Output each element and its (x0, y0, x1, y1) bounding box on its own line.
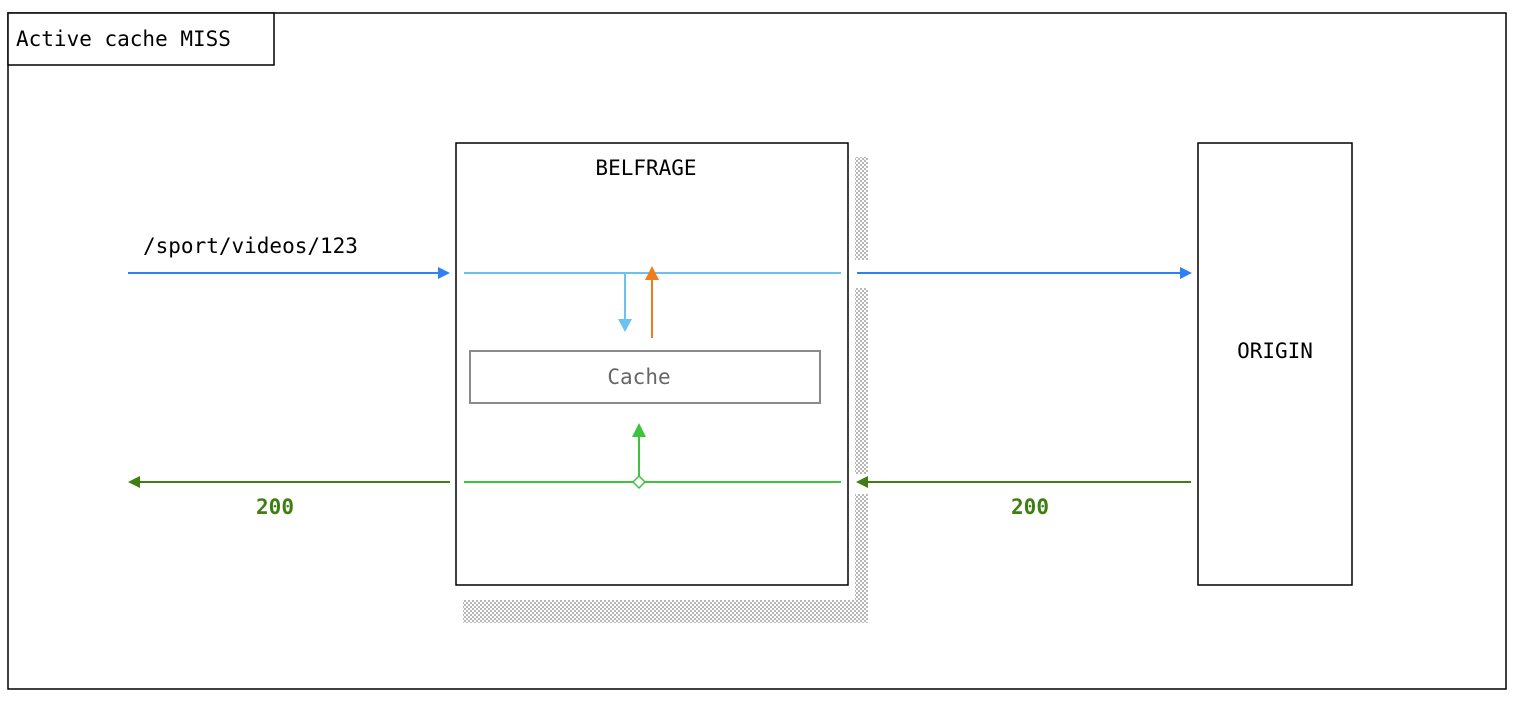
cache-lookup-arrow (618, 273, 632, 332)
belfrage-shadow-right-bottom (855, 494, 868, 623)
belfrage-shadow-right-top (855, 157, 868, 260)
cache-store-arrow (632, 423, 646, 476)
response-arrow-origin-to-belfrage (856, 476, 1191, 488)
origin-response-status-label: 200 (1011, 495, 1049, 519)
origin-box (1197, 142, 1353, 586)
belfrage-shadow-bottom (463, 600, 868, 623)
request-path-label: /sport/videos/123 (143, 234, 358, 258)
cache-miss-arrow (645, 266, 659, 338)
frame-title-tab (7, 12, 275, 66)
origin-label: ORIGIN (1237, 339, 1313, 363)
frame-title: Active cache MISS (16, 27, 231, 51)
response-arrow-belfrage-to-client (128, 476, 450, 488)
response-junction-diamond (631, 474, 647, 490)
cache-label: Cache (607, 365, 670, 389)
cache-box (469, 350, 821, 404)
belfrage-shadow-right-middle (855, 288, 868, 474)
outer-frame (7, 12, 1507, 690)
request-arrow-client-to-belfrage (128, 267, 450, 279)
request-arrow-belfrage-to-origin (857, 267, 1192, 279)
client-response-status-label: 200 (256, 495, 294, 519)
belfrage-label: BELFRAGE (595, 156, 696, 180)
